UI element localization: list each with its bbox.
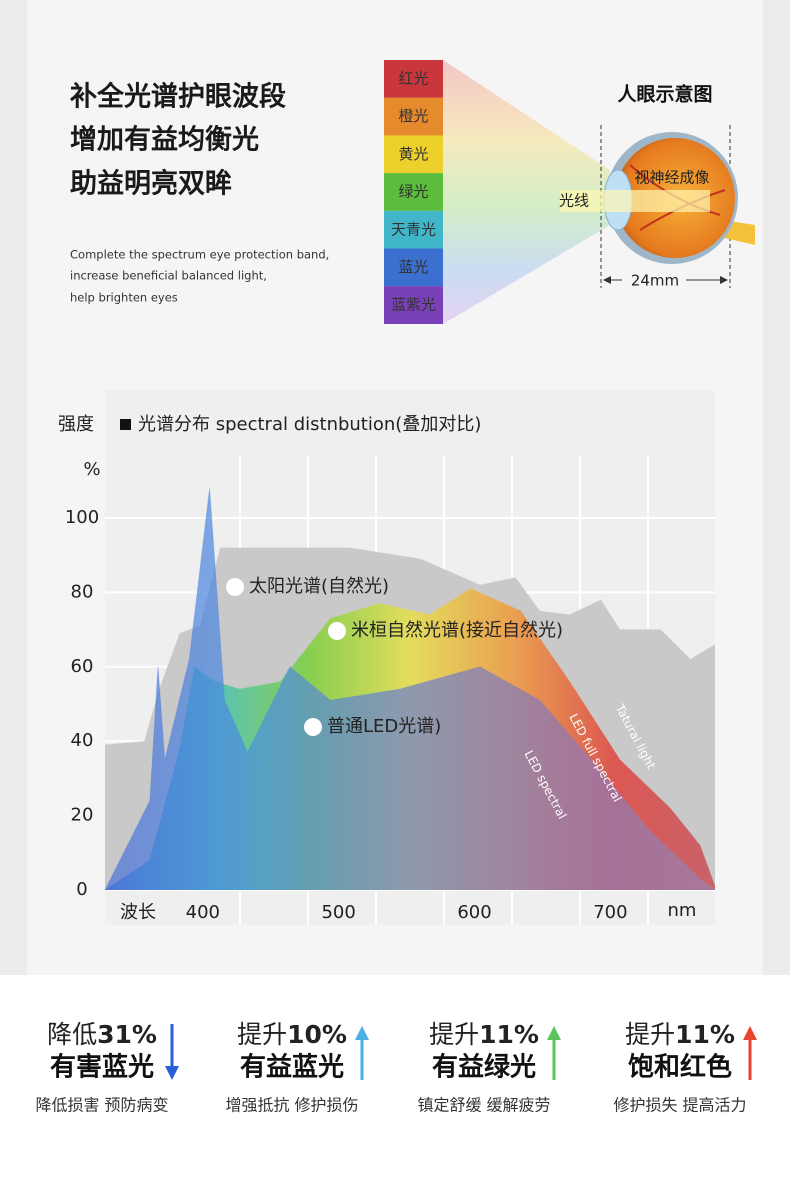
feature-name: 有益蓝光 — [240, 1053, 344, 1083]
x-label: 波长 — [120, 902, 156, 923]
spectrum-label: 蓝紫光 — [391, 296, 436, 314]
feature-name: 饱和红色 — [628, 1052, 732, 1083]
feature-pct: 10% — [287, 1020, 347, 1049]
feature-verb: 提升 — [625, 1020, 675, 1049]
size-label: 24mm — [631, 272, 679, 290]
x-tick-label: 600 — [457, 902, 491, 923]
legend-label: 普通LED光谱) — [327, 716, 441, 737]
spectrum-label: 红光 — [398, 70, 428, 88]
feature-name: 有害蓝光 — [50, 1052, 154, 1083]
feature-verb: 降低 — [47, 1020, 97, 1049]
legend-title: 光谱分布 spectral distnbution(叠加对比) — [138, 414, 481, 435]
y-tick-label: 60 — [71, 656, 94, 677]
feature-desc: 镇定舒缓 缓解疲劳 — [417, 1096, 550, 1115]
headline: 助益明亮双眸 — [70, 168, 232, 200]
spectrum-band — [384, 135, 443, 174]
spectrum-label: 绿光 — [398, 183, 428, 201]
spectrum-band — [384, 286, 443, 324]
feature-desc: 增强抵抗 修护损伤 — [225, 1096, 358, 1115]
feature-headline: 提升10% — [237, 1020, 347, 1049]
legend-label: 太阳光谱(自然光) — [249, 576, 389, 597]
y-label: 强度 — [58, 414, 94, 435]
eye-title: 人眼示意图 — [617, 83, 712, 106]
feature-verb: 提升 — [429, 1020, 479, 1049]
feature-headline: 降低31% — [47, 1020, 157, 1049]
area-fill — [105, 488, 715, 890]
legend-dot — [226, 578, 244, 596]
feature-arrowhead — [165, 1066, 179, 1080]
spectrum-band — [384, 248, 443, 287]
spectrum-label: 蓝光 — [398, 258, 428, 276]
feature-headline: 提升11% — [625, 1020, 735, 1049]
feature-pct: 31% — [97, 1020, 157, 1049]
spectrum-band — [384, 97, 443, 136]
x-unit: nm — [668, 900, 697, 921]
headline: 增加有益均衡光 — [70, 124, 259, 156]
feature-band — [0, 975, 790, 1190]
feature-headline: 提升11% — [429, 1020, 539, 1049]
x-tick-label: 700 — [593, 902, 627, 923]
subtitle: help brighten eyes — [70, 291, 178, 305]
spectrum-label: 天青光 — [391, 220, 436, 238]
y-tick-label: 80 — [71, 581, 94, 602]
feature-pct: 11% — [675, 1020, 735, 1049]
feature-pct: 11% — [479, 1020, 539, 1049]
spectrum-band — [384, 210, 443, 249]
area-outline — [104, 547, 716, 746]
feature-arrowhead — [355, 1026, 369, 1040]
eye — [560, 125, 755, 290]
x-tick-label: 400 — [186, 902, 220, 923]
ray — [560, 190, 710, 212]
legend-square — [120, 419, 131, 430]
feature-desc: 降低损害 预防病变 — [35, 1096, 168, 1115]
spectrum-band — [384, 60, 443, 98]
legend-label: 米桓自然光谱(接近自然光) — [351, 620, 563, 641]
headline: 补全光谱护眼波段 — [70, 81, 286, 113]
subtitle: Complete the spectrum eye protection ban… — [70, 248, 329, 262]
ray-label: 光线 — [559, 192, 589, 210]
area-outline — [104, 488, 716, 891]
spectrum-label: 黄光 — [398, 145, 428, 163]
y-tick-label: 0 — [76, 879, 87, 900]
label-bg — [622, 270, 686, 290]
x-tick-label: 500 — [321, 902, 355, 923]
light-fan — [443, 60, 610, 324]
y-tick-label: 20 — [71, 805, 94, 826]
spectrum-label: 橙光 — [398, 107, 428, 125]
legend-dot — [304, 718, 322, 736]
subtitle: increase beneficial balanced light, — [70, 269, 267, 283]
feature-name: 有益绿光 — [432, 1053, 536, 1083]
retina-label: 视神经成像 — [634, 169, 709, 187]
arrowhead — [603, 276, 611, 284]
y-tick-label: 100 — [65, 507, 99, 528]
y-tick-label: 40 — [71, 730, 94, 751]
feature-arrowhead — [743, 1026, 757, 1040]
spectrum-band — [384, 173, 443, 211]
feature-desc: 修护损失 提高活力 — [613, 1096, 746, 1115]
legend-dot — [328, 622, 346, 640]
arrowhead — [720, 276, 728, 284]
feature-arrowhead — [547, 1026, 561, 1040]
y-unit: % — [83, 459, 100, 480]
feature-verb: 提升 — [237, 1020, 287, 1049]
